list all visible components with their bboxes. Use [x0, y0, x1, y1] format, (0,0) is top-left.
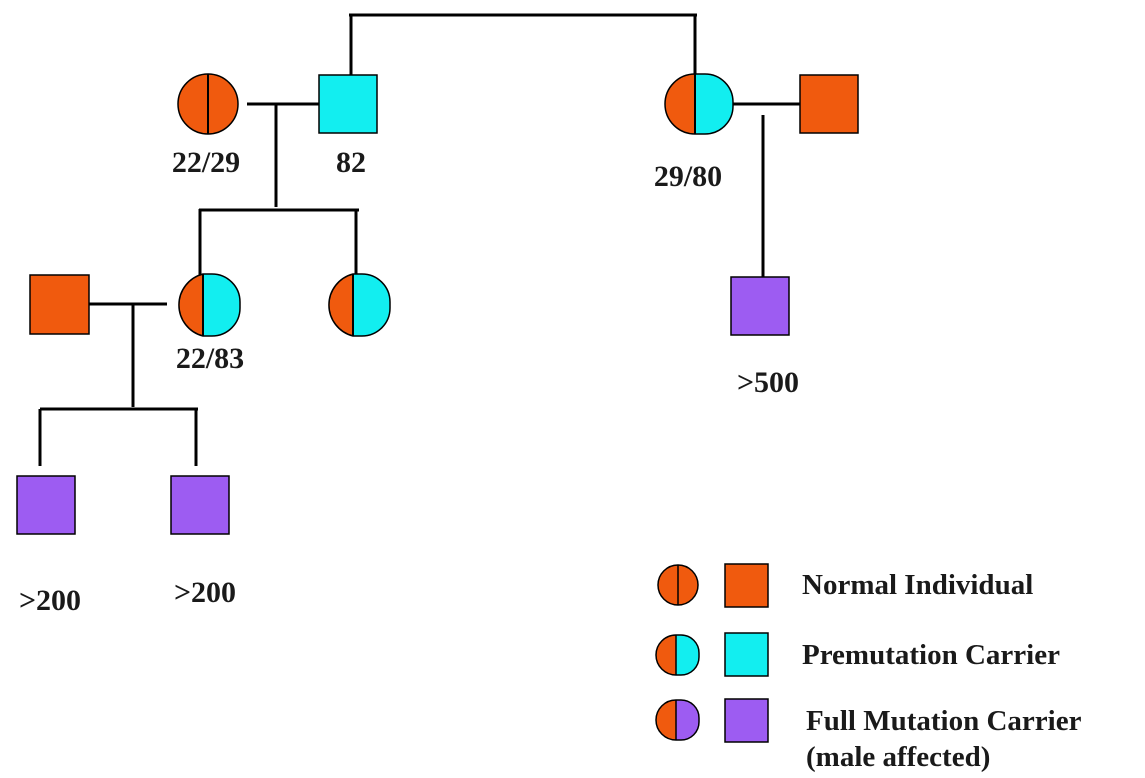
- male-normal-symbol: [799, 74, 859, 134]
- legend-female-normal-symbol: [657, 564, 699, 606]
- female-normal-symbol: [177, 73, 239, 135]
- son1-label: >200: [19, 584, 81, 617]
- legend-male-normal-symbol: [724, 563, 769, 608]
- legend-sublabel-full-mutation: (male affected): [806, 741, 990, 773]
- legend-label-full-mutation: Full Mutation Carrier: [806, 705, 1082, 737]
- male-full-mutation-symbol: [170, 475, 230, 535]
- right-mother-label: 29/80: [654, 160, 722, 193]
- son2-label: >200: [174, 576, 236, 609]
- legend-label-premutation: Premutation Carrier: [802, 639, 1060, 671]
- female-premutation-carrier-symbol: [178, 273, 241, 337]
- legend-male-premutation-symbol: [724, 632, 769, 677]
- right-son-label: >500: [737, 366, 799, 399]
- pedigree-lines: [38, 13, 800, 466]
- female-premutation-carrier-symbol: [328, 273, 391, 337]
- left-father-label: 82: [336, 146, 366, 179]
- legend: Normal Individual Premutation Carrier Fu…: [655, 563, 1082, 773]
- legend-label-normal: Normal Individual: [802, 569, 1033, 601]
- male-full-mutation-symbol: [730, 276, 790, 336]
- daughter1-label: 22/83: [176, 342, 244, 375]
- legend-female-premutation-symbol: [655, 634, 700, 676]
- legend-male-full-mutation-symbol: [724, 698, 769, 743]
- female-premutation-carrier-symbol: [664, 73, 734, 135]
- left-mother-label: 22/29: [172, 146, 240, 179]
- male-normal-symbol: [29, 274, 90, 335]
- male-premutation-symbol: [318, 74, 378, 134]
- male-full-mutation-symbol: [16, 475, 76, 535]
- legend-female-full-mutation-symbol: [655, 699, 700, 741]
